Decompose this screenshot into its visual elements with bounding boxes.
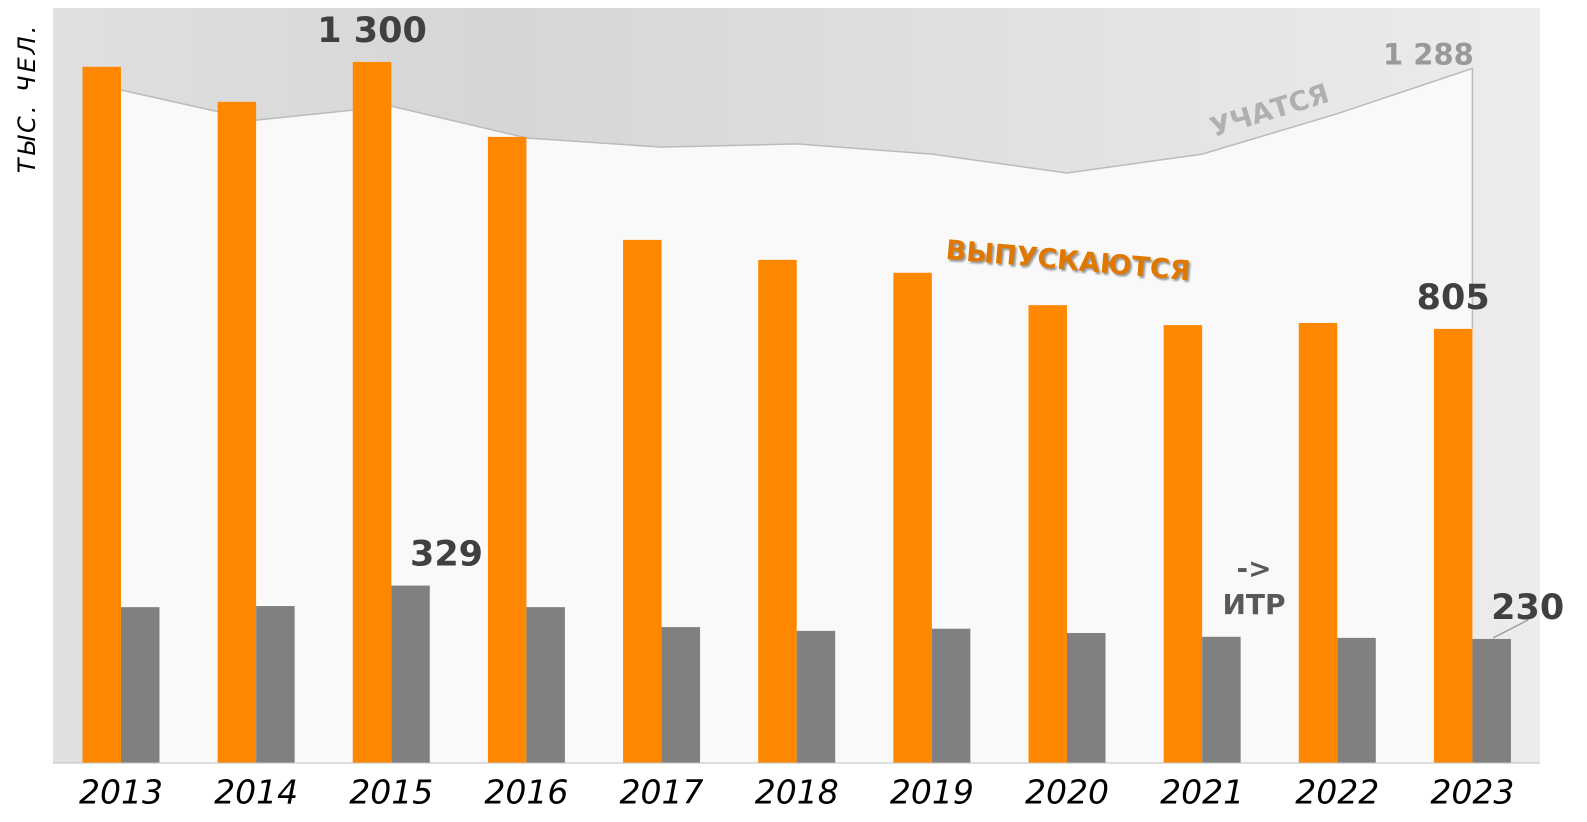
x-tick-label: 2020 bbox=[1025, 773, 1109, 812]
bar bbox=[796, 630, 836, 763]
bar bbox=[256, 606, 295, 763]
bar bbox=[1028, 305, 1067, 763]
x-tick-label: 2018 bbox=[755, 773, 839, 812]
x-tick-label: 2019 bbox=[890, 773, 974, 812]
y-axis-label: ТЫС. ЧЕЛ. bbox=[13, 23, 41, 174]
bar bbox=[931, 628, 971, 763]
bar bbox=[1163, 325, 1203, 763]
bar bbox=[526, 607, 565, 763]
x-tick-label: 2016 bbox=[484, 773, 568, 812]
bar-layer bbox=[82, 61, 1511, 764]
bar bbox=[1433, 328, 1473, 763]
annotation: -> bbox=[1236, 552, 1271, 585]
value-label: 329 bbox=[410, 535, 483, 575]
value-label: 805 bbox=[1417, 278, 1490, 318]
bar bbox=[391, 585, 430, 763]
bar bbox=[623, 239, 662, 764]
x-tick-label: 2015 bbox=[349, 773, 433, 812]
leader-line bbox=[1492, 619, 1529, 639]
x-tick-label: 2013 bbox=[79, 773, 163, 812]
bar bbox=[487, 136, 527, 763]
value-label: 1 300 bbox=[317, 11, 427, 51]
bar bbox=[352, 61, 392, 763]
bar bbox=[1298, 322, 1338, 763]
x-tick-label: 2017 bbox=[620, 773, 704, 812]
bar bbox=[661, 627, 701, 763]
bar bbox=[120, 607, 160, 763]
value-label: 1 288 bbox=[1383, 37, 1474, 71]
bar bbox=[758, 259, 797, 763]
x-tick-label: 2021 bbox=[1160, 773, 1244, 812]
x-tick-label: 2014 bbox=[214, 773, 298, 812]
value-label: 230 bbox=[1491, 588, 1564, 628]
annotation: ИТР bbox=[1222, 588, 1285, 621]
x-tick-label: 2023 bbox=[1430, 773, 1514, 812]
bar bbox=[82, 66, 121, 763]
bar bbox=[1066, 633, 1106, 763]
bar bbox=[1202, 636, 1241, 763]
x-tick-label: 2022 bbox=[1295, 773, 1379, 812]
bar bbox=[1337, 637, 1376, 763]
bar bbox=[1472, 638, 1511, 763]
bar bbox=[893, 272, 932, 763]
bar bbox=[217, 101, 257, 764]
